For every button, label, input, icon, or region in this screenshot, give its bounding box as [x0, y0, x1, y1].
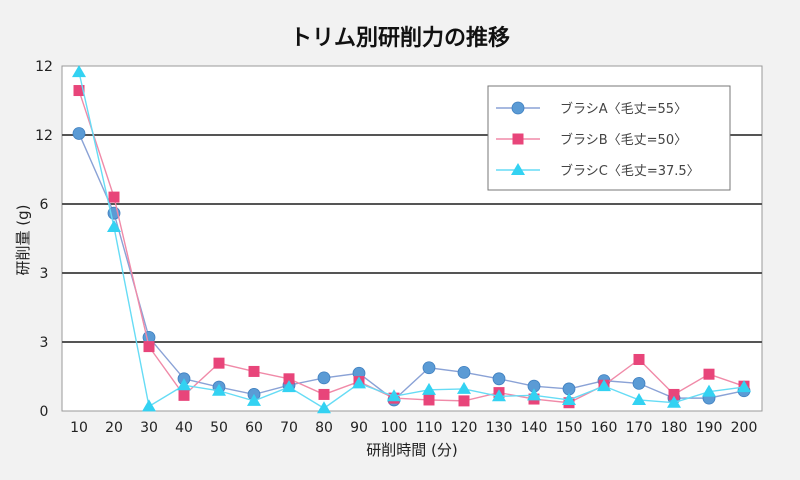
x-tick-label: 110: [416, 420, 443, 436]
x-tick-label: 170: [626, 420, 653, 436]
x-tick-labels: 10 20 30 40 50 60 70 80 90 100 110 120 130 140 150 160 1…: [70, 420, 757, 436]
x-tick-label: 70: [280, 420, 298, 436]
data-point: [177, 378, 191, 391]
x-tick-label: 140: [521, 420, 548, 436]
gridlines: [62, 134, 762, 343]
data-point: [72, 127, 86, 140]
data-point: [702, 384, 716, 397]
x-tick-label: 180: [661, 420, 688, 436]
data-point: [107, 220, 121, 232]
x-tick-label: 90: [350, 420, 368, 436]
legend-label: ブラシC〈毛丈=37.5〉: [560, 163, 700, 179]
x-tick-label: 30: [140, 420, 158, 436]
chart-title: トリム別研削力の推移: [290, 25, 510, 51]
data-point: [492, 389, 506, 402]
series-3: [72, 65, 751, 414]
data-point: [668, 388, 680, 400]
data-point: [142, 399, 156, 412]
data-point: [212, 383, 226, 396]
series-line: [78, 71, 745, 410]
data-point: [458, 395, 470, 407]
legend-marker: [511, 101, 525, 115]
data-point: [352, 376, 366, 389]
legend-marker: [512, 133, 524, 145]
data-point: [318, 388, 330, 400]
y-tick-label: 12: [35, 128, 53, 144]
data-point: [632, 392, 646, 405]
x-tick-label: 10: [70, 420, 88, 436]
data-point: [703, 368, 715, 380]
data-point: [457, 381, 471, 394]
y-axis-label: 研削量 (g): [14, 205, 32, 276]
x-tick-label: 20: [105, 420, 123, 436]
legend-label: ブラシA〈毛丈=55〉: [560, 101, 687, 117]
data-point: [423, 394, 435, 406]
data-point: [317, 401, 331, 414]
y-tick-label: 3: [40, 266, 49, 282]
data-point: [562, 392, 576, 405]
y-tick-labels: 0 3 3 6 12 12: [35, 59, 53, 420]
data-point: [633, 353, 645, 365]
x-tick-label: 40: [175, 420, 193, 436]
legend: ブラシA〈毛丈=55〉ブラシB〈毛丈=50〉ブラシC〈毛丈=37.5〉: [487, 85, 731, 191]
legend-box: [487, 85, 731, 191]
x-tick-label: 130: [486, 420, 513, 436]
x-tick-label: 190: [696, 420, 723, 436]
data-point: [247, 393, 261, 406]
data-point: [282, 380, 296, 393]
legend-label: ブラシB〈毛丈=50〉: [560, 132, 687, 148]
data-point: [143, 341, 155, 353]
y-tick-label: 0: [40, 404, 49, 420]
y-tick-label: 12: [35, 59, 53, 75]
data-point: [248, 365, 260, 377]
data-point: [387, 389, 401, 402]
x-tick-label: 50: [210, 420, 228, 436]
data-point: [457, 365, 471, 379]
data-point: [422, 361, 436, 375]
data-point: [317, 371, 331, 385]
x-tick-label: 100: [381, 420, 408, 436]
y-tick-label: 3: [40, 335, 49, 351]
data-point: [527, 388, 541, 401]
data-point: [72, 65, 86, 78]
x-tick-label: 60: [245, 420, 263, 436]
x-tick-label: 200: [731, 420, 758, 436]
series-layer: [72, 65, 751, 414]
data-point: [73, 85, 85, 97]
data-point: [283, 373, 295, 385]
data-point: [597, 379, 611, 392]
y-tick-label: 6: [40, 197, 49, 213]
legend-marker: [511, 163, 525, 175]
x-tick-label: 120: [451, 420, 478, 436]
data-point: [178, 389, 190, 401]
data-point: [108, 191, 120, 203]
x-tick-label: 160: [591, 420, 618, 436]
x-tick-label: 150: [556, 420, 583, 436]
data-point: [422, 382, 436, 395]
data-point: [213, 357, 225, 369]
data-point: [492, 372, 506, 386]
x-axis-label: 研削時間 (分): [366, 441, 457, 459]
data-point: [667, 395, 681, 408]
x-tick-label: 80: [315, 420, 333, 436]
data-point: [737, 380, 751, 393]
data-point: [632, 376, 646, 390]
